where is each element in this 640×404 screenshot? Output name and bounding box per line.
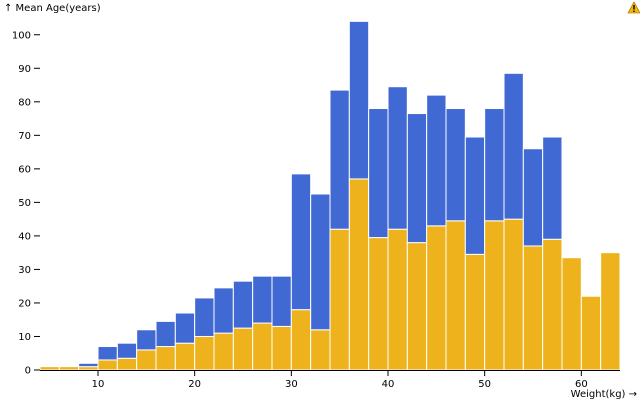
bar-a-24[interactable] — [232, 327, 254, 371]
bar-a-22[interactable] — [213, 332, 234, 371]
y-tick-label: 80 — [18, 97, 31, 108]
bar-a-48[interactable] — [464, 253, 486, 371]
x-tick-label: 40 — [382, 379, 395, 390]
bar-a-44[interactable] — [426, 225, 447, 371]
bar-a-38[interactable] — [368, 237, 389, 371]
bar-a-52[interactable] — [503, 218, 524, 371]
bar-b-10[interactable] — [97, 346, 118, 361]
bar-a-32[interactable] — [310, 329, 331, 371]
bar-b-48[interactable] — [464, 136, 486, 255]
bar-a-10[interactable] — [97, 359, 118, 371]
y-tick-label: 10 — [18, 332, 31, 343]
bar-a-58[interactable] — [561, 257, 582, 371]
bar-b-40[interactable] — [387, 86, 408, 230]
bar-b-52[interactable] — [503, 72, 524, 220]
x-tick-label: 50 — [478, 379, 491, 390]
bar-a-8[interactable] — [78, 366, 99, 371]
bar-a-14[interactable] — [136, 349, 157, 371]
bar-b-46[interactable] — [445, 108, 466, 222]
bar-b-34[interactable] — [329, 89, 350, 230]
y-tick-label: 90 — [18, 64, 31, 75]
bar-a-26[interactable] — [252, 322, 273, 371]
bar-a-4[interactable] — [39, 366, 60, 371]
y-tick-label: 0 — [25, 366, 31, 377]
bar-a-54[interactable] — [522, 245, 544, 371]
y-tick-label: 40 — [18, 231, 31, 242]
bar-b-42[interactable] — [406, 113, 428, 244]
bar-a-12[interactable] — [116, 357, 138, 371]
bar-b-8[interactable] — [78, 362, 99, 368]
x-axis: 10 20 30 40 50 60 — [40, 370, 620, 390]
bar-b-30[interactable] — [290, 173, 312, 311]
bar-b-16[interactable] — [155, 320, 176, 348]
x-axis-title: Weight(kg) → — [571, 389, 637, 400]
y-tick-label: 70 — [18, 131, 31, 142]
y-tick-label: 20 — [18, 298, 31, 309]
bar-b-36[interactable] — [348, 20, 370, 180]
bar-a-16[interactable] — [155, 346, 176, 371]
y-axis-title: ↑ Mean Age(years) — [4, 3, 101, 14]
bar-b-20[interactable] — [194, 297, 215, 337]
bar-a-20[interactable] — [194, 335, 215, 371]
bar-a-40[interactable] — [387, 228, 408, 371]
bar-a-60[interactable] — [580, 295, 602, 371]
bar-a-18[interactable] — [174, 342, 196, 371]
bar-a-6[interactable] — [58, 366, 80, 371]
bar-b-24[interactable] — [232, 280, 254, 329]
y-tick-label: 50 — [18, 198, 31, 209]
warning-icon[interactable] — [627, 1, 640, 14]
bar-b-56[interactable] — [542, 136, 563, 240]
bar-b-28[interactable] — [271, 275, 292, 327]
bar-b-22[interactable] — [213, 287, 234, 334]
bar-b-32[interactable] — [310, 193, 331, 331]
y-axis: 0 10 20 30 40 50 60 70 80 90 100 — [12, 30, 40, 377]
bar-a-36[interactable] — [348, 178, 370, 371]
x-tick-label: 30 — [285, 379, 298, 390]
bar-a-50[interactable] — [484, 220, 505, 371]
bar-a-62[interactable] — [600, 252, 621, 371]
bar-a-46[interactable] — [445, 220, 466, 371]
y-tick-label: 30 — [18, 265, 31, 276]
x-tick-label: 60 — [575, 379, 588, 390]
bar-b-18[interactable] — [174, 312, 196, 344]
bar-b-26[interactable] — [252, 275, 273, 324]
bar-b-14[interactable] — [136, 329, 157, 351]
bars-layer — [39, 20, 621, 371]
bar-b-54[interactable] — [522, 148, 544, 247]
y-tick-label: 100 — [12, 30, 31, 41]
bar-a-34[interactable] — [329, 228, 350, 371]
x-tick-label: 20 — [188, 379, 201, 390]
bar-b-44[interactable] — [426, 94, 447, 227]
bar-b-38[interactable] — [368, 108, 389, 239]
bar-a-30[interactable] — [290, 309, 312, 371]
bar-b-12[interactable] — [116, 342, 138, 359]
x-tick-label: 10 — [92, 379, 105, 390]
bar-a-28[interactable] — [271, 325, 292, 371]
bar-b-50[interactable] — [484, 108, 505, 222]
y-tick-label: 60 — [18, 164, 31, 175]
bar-a-42[interactable] — [406, 242, 428, 371]
bar-a-56[interactable] — [542, 238, 563, 371]
